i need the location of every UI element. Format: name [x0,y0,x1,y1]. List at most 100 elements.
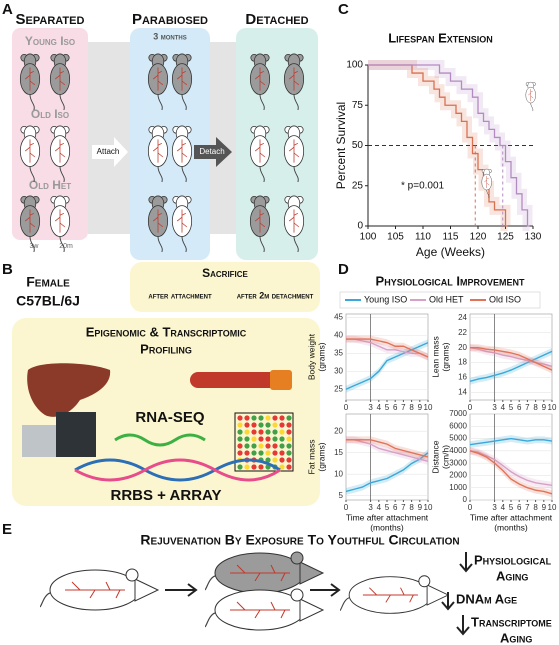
series-line [469,350,553,382]
x-tick-label: 8 [533,403,538,412]
y-tick-label: 16 [458,373,467,382]
array-spot [251,450,257,456]
x-tick-label: 10 [424,403,433,412]
array-spot [286,422,292,428]
array-spot [237,422,243,428]
x-tick-label: 6 [393,403,398,412]
y-tick-label: 40 [334,331,343,340]
mouse-icon [205,588,324,631]
y-tick-label: 4000 [449,446,467,455]
panel-a: Separated Parabiosed Detached 3 months Y… [12,11,318,260]
array-spot [258,464,264,470]
y-axis-label: Fat mass [306,440,316,475]
column-title: Detached [245,11,308,28]
series-line [346,439,429,458]
x-tick-label: 5 [385,503,390,512]
x-tick-label: 125 [497,232,514,243]
array-spot [265,422,271,428]
x-tick-label: 8 [533,503,538,512]
y-axis-label: Percent Survival [334,102,348,189]
array-spot [286,415,292,421]
x-tick-label: 0 [468,503,473,512]
x-tick-label: 7 [525,403,530,412]
y-axis-label: (grams) [316,342,326,371]
array-spot [265,429,271,435]
sacrifice-title: Sacrifice [202,266,248,280]
series-line [346,338,429,358]
array-spot [251,429,257,435]
survival-curve [368,64,508,227]
y-tick-label: 0 [463,495,468,504]
x-tick-label: 8 [409,503,414,512]
outcome: DNAm Age [456,591,517,606]
array-spot [251,464,257,470]
array-spot [286,457,292,463]
method: RRBS + ARRAY [111,487,222,504]
array-spot [237,464,243,470]
array-spot [279,464,285,470]
array-spot [251,436,257,442]
x-tick-label: 120 [470,232,487,243]
x-tick-label: 100 [360,232,377,243]
legend-label: Young ISO [364,294,407,304]
outcome: Aging [496,568,528,583]
array-spot [265,436,271,442]
strain: C57BL/6J [16,293,80,309]
array-spot [258,443,264,449]
array-spot [279,450,285,456]
y-axis-label: (cm/h) [440,445,450,469]
panel-letter: E [2,521,12,538]
array-spot [244,464,250,470]
x-tick-label: 4 [377,503,382,512]
y-tick-label: 100 [346,60,363,71]
panel-letter: D [338,261,349,278]
x-tick-label: 3 [368,403,373,412]
x-axis-label: (months) [370,522,404,532]
array-spot [286,443,292,449]
duration: 3 months [153,31,187,41]
x-tick-label: 3 [492,503,497,512]
profiling-title: Profiling [140,341,192,356]
panel-letter: C [338,1,349,18]
y-tick-label: 25 [334,384,343,393]
x-tick-label: 3 [368,503,373,512]
array-spot [272,443,278,449]
x-tick-label: 6 [517,503,522,512]
mouse-icon [40,568,159,611]
x-tick-label: 9 [542,503,547,512]
y-tick-label: 50 [352,140,364,151]
y-tick-label: 5 [339,491,344,500]
outcome: Transcriptome [471,614,552,629]
x-tick-label: 0 [468,403,473,412]
y-tick-label: 75 [352,100,364,111]
array-spot [265,457,271,463]
array-spot [237,450,243,456]
panel-b: Female C57BL/6J Sacrifice after attachme… [12,262,320,506]
array-spot [237,429,243,435]
x-tick-label: 9 [542,403,547,412]
method: RNA-SEQ [135,409,205,426]
panel-e: Rejuvenation By Exposure To Youthful Cir… [40,532,552,645]
x-tick-label: 9 [418,503,423,512]
arrow [92,137,128,167]
y-axis-label: Lean mass [430,336,440,378]
array-spot [279,415,285,421]
array-spot [265,443,271,449]
arrow-label: Attach [97,147,120,156]
panel-title: Physiological Improvement [376,273,525,288]
y-axis-label: Distance [430,440,440,473]
array-spot [279,443,285,449]
array-spot [286,429,292,435]
mouse-icon [525,81,536,112]
x-tick-label: 130 [525,232,542,243]
array-spot [237,415,243,421]
y-tick-label: 5000 [449,434,467,443]
liver-icon [27,363,111,417]
arrow [310,583,341,597]
x-tick-label: 4 [377,403,382,412]
array-spot [258,429,264,435]
arrow [165,583,198,597]
mouse-icon [340,575,449,614]
y-tick-label: 1000 [449,483,467,492]
